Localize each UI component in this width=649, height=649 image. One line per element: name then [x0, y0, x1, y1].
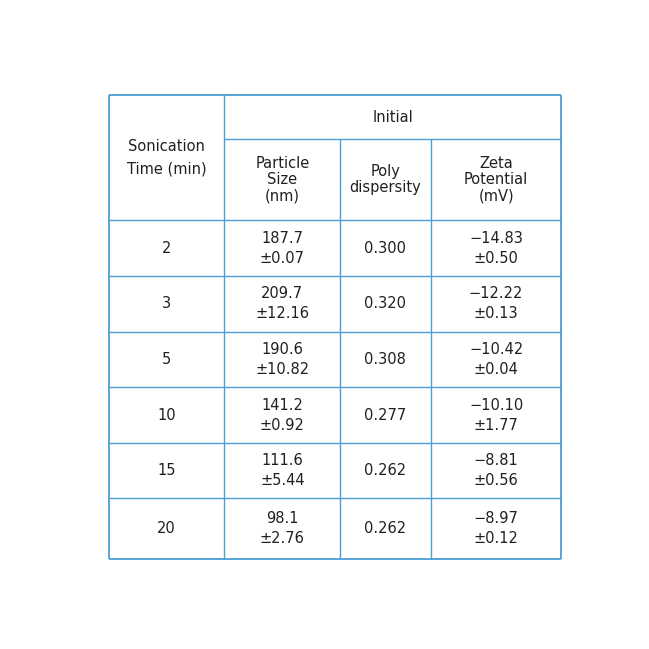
- Text: 0.320: 0.320: [365, 297, 406, 312]
- Text: (mV): (mV): [478, 188, 514, 203]
- Text: 0.308: 0.308: [365, 352, 406, 367]
- Text: −8.97: −8.97: [474, 511, 519, 526]
- Text: ±0.12: ±0.12: [474, 531, 519, 546]
- Text: ±0.92: ±0.92: [260, 417, 305, 432]
- Text: 3: 3: [162, 297, 171, 312]
- Text: dispersity: dispersity: [350, 180, 421, 195]
- Text: −10.42: −10.42: [469, 342, 523, 357]
- Text: 190.6: 190.6: [262, 342, 303, 357]
- Text: Size: Size: [267, 173, 297, 188]
- Text: 111.6: 111.6: [262, 453, 303, 468]
- Text: Poly: Poly: [371, 164, 400, 179]
- Text: −8.81: −8.81: [474, 453, 519, 468]
- Text: (nm): (nm): [265, 188, 300, 203]
- Text: ±0.07: ±0.07: [260, 251, 305, 265]
- Text: 0.262: 0.262: [364, 463, 406, 478]
- Text: Particle: Particle: [255, 156, 310, 171]
- Text: ±0.56: ±0.56: [474, 473, 519, 488]
- Text: ±1.77: ±1.77: [474, 417, 519, 432]
- Text: Initial: Initial: [373, 110, 413, 125]
- Text: ±2.76: ±2.76: [260, 531, 305, 546]
- Text: ±10.82: ±10.82: [255, 362, 310, 377]
- Text: 0.262: 0.262: [364, 521, 406, 536]
- Text: 15: 15: [157, 463, 176, 478]
- Text: Potential: Potential: [464, 173, 528, 188]
- Text: ±0.50: ±0.50: [474, 251, 519, 265]
- Text: 10: 10: [157, 408, 176, 422]
- Text: Time (min): Time (min): [127, 162, 206, 177]
- Text: 0.277: 0.277: [364, 408, 406, 422]
- Text: ±0.04: ±0.04: [474, 362, 519, 377]
- Text: 98.1: 98.1: [266, 511, 299, 526]
- Text: ±5.44: ±5.44: [260, 473, 304, 488]
- Text: 2: 2: [162, 241, 171, 256]
- Text: Sonication: Sonication: [129, 140, 205, 154]
- Text: 5: 5: [162, 352, 171, 367]
- Text: −10.10: −10.10: [469, 398, 523, 413]
- Text: 20: 20: [157, 521, 176, 536]
- Text: −14.83: −14.83: [469, 231, 523, 246]
- Text: ±12.16: ±12.16: [255, 306, 310, 321]
- Text: 187.7: 187.7: [262, 231, 303, 246]
- Text: Zeta: Zeta: [479, 156, 513, 171]
- Text: 0.300: 0.300: [365, 241, 406, 256]
- Text: 209.7: 209.7: [262, 286, 303, 301]
- Text: ±0.13: ±0.13: [474, 306, 519, 321]
- Text: 141.2: 141.2: [262, 398, 303, 413]
- Text: −12.22: −12.22: [469, 286, 523, 301]
